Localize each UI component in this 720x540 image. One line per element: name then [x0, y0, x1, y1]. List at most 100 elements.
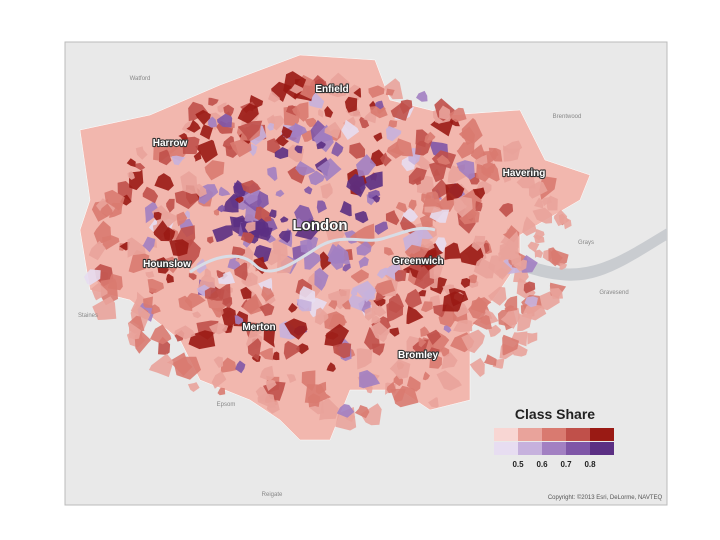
- area-patch: [252, 324, 263, 335]
- area-patch: [495, 267, 508, 279]
- area-patch: [237, 103, 259, 124]
- area-patch: [418, 290, 427, 297]
- legend-swatch: [590, 428, 614, 441]
- area-patch: [517, 312, 533, 332]
- area-patch: [434, 116, 442, 124]
- area-patch: [409, 256, 423, 272]
- basemap-label: Staines: [78, 313, 98, 319]
- area-patch: [389, 327, 400, 337]
- area-patch: [368, 85, 385, 98]
- place-label: London: [293, 217, 348, 234]
- area-patch: [441, 352, 458, 370]
- area-patch: [316, 141, 326, 150]
- area-patch: [253, 245, 272, 263]
- area-patch: [235, 360, 246, 374]
- area-patch: [349, 223, 375, 249]
- area-patch: [93, 220, 112, 245]
- area-patch: [498, 203, 514, 218]
- area-patch: [559, 263, 568, 270]
- area-patch: [247, 338, 262, 361]
- area-patch: [199, 124, 213, 140]
- area-patch: [187, 382, 200, 392]
- area-patch: [245, 221, 256, 233]
- area-patch: [234, 262, 248, 281]
- area-patch: [188, 101, 209, 122]
- area-patch: [182, 136, 200, 155]
- area-patch: [348, 294, 365, 311]
- area-patch: [342, 299, 351, 310]
- area-patch: [176, 211, 188, 227]
- area-patch: [126, 158, 136, 168]
- area-patch: [319, 397, 339, 421]
- area-patch: [265, 380, 277, 391]
- area-patch: [445, 183, 465, 201]
- area-patch: [158, 149, 172, 166]
- area-patch: [436, 370, 462, 391]
- legend-swatch: [494, 442, 518, 455]
- area-patch: [316, 200, 327, 214]
- legend-break-label: 0.5: [512, 460, 524, 469]
- area-patch: [83, 269, 101, 286]
- place-label: Greenwich: [392, 256, 443, 267]
- area-patch: [404, 244, 430, 262]
- area-patch: [332, 342, 352, 359]
- area-patch: [272, 351, 280, 361]
- area-patch: [295, 161, 316, 176]
- area-patch: [195, 109, 211, 126]
- area-patch: [180, 171, 198, 194]
- area-patch: [341, 119, 360, 140]
- area-patch: [406, 306, 424, 325]
- area-patch: [195, 139, 218, 164]
- area-patch: [532, 207, 552, 224]
- area-patch: [379, 152, 392, 167]
- area-patch: [211, 371, 227, 389]
- area-patch: [163, 227, 176, 241]
- area-patch: [261, 286, 275, 302]
- area-patch: [370, 149, 386, 167]
- area-patch: [212, 225, 233, 243]
- area-patch: [419, 214, 433, 229]
- area-patch: [384, 247, 395, 256]
- area-patch: [275, 189, 285, 197]
- attribution: Copyright: ©2013 Esri, DeLorme, NAVTEQ: [548, 494, 663, 501]
- legend-break-label: 0.6: [536, 460, 548, 469]
- area-patch: [166, 273, 174, 284]
- area-patch: [373, 132, 383, 142]
- area-patch: [456, 142, 475, 159]
- legend-break-label: 0.7: [560, 460, 572, 469]
- area-patch: [374, 100, 384, 110]
- area-patch: [257, 190, 269, 211]
- area-patch: [328, 300, 338, 310]
- area-patch: [216, 270, 224, 279]
- area-patch: [416, 90, 428, 102]
- area-patch: [563, 217, 572, 230]
- area-patch: [412, 176, 421, 186]
- area-patch: [128, 249, 150, 273]
- area-patch: [127, 171, 135, 180]
- area-patch: [148, 353, 174, 378]
- area-patch: [372, 195, 381, 203]
- place-label: Merton: [242, 322, 275, 333]
- area-patch: [208, 97, 219, 106]
- area-patch: [376, 267, 388, 279]
- legend-swatch: [518, 442, 542, 455]
- basemap-label: Reigate: [262, 492, 283, 498]
- area-patch: [150, 324, 172, 345]
- area-patch: [147, 278, 164, 294]
- choropleth: [79, 54, 591, 441]
- area-patch: [267, 166, 278, 182]
- area-patch: [511, 331, 528, 347]
- area-patch: [326, 362, 336, 372]
- area-patch: [218, 186, 231, 197]
- area-patch: [128, 321, 141, 340]
- area-patch: [318, 109, 324, 118]
- area-patch: [516, 171, 536, 189]
- legend: Class Share 0.5 0.6 0.7 0.8: [494, 406, 614, 469]
- area-patch: [400, 99, 413, 115]
- area-patch: [211, 307, 224, 318]
- area-patch: [471, 235, 486, 251]
- area-patch: [280, 216, 289, 223]
- area-patch: [284, 318, 308, 340]
- area-patch: [188, 273, 197, 281]
